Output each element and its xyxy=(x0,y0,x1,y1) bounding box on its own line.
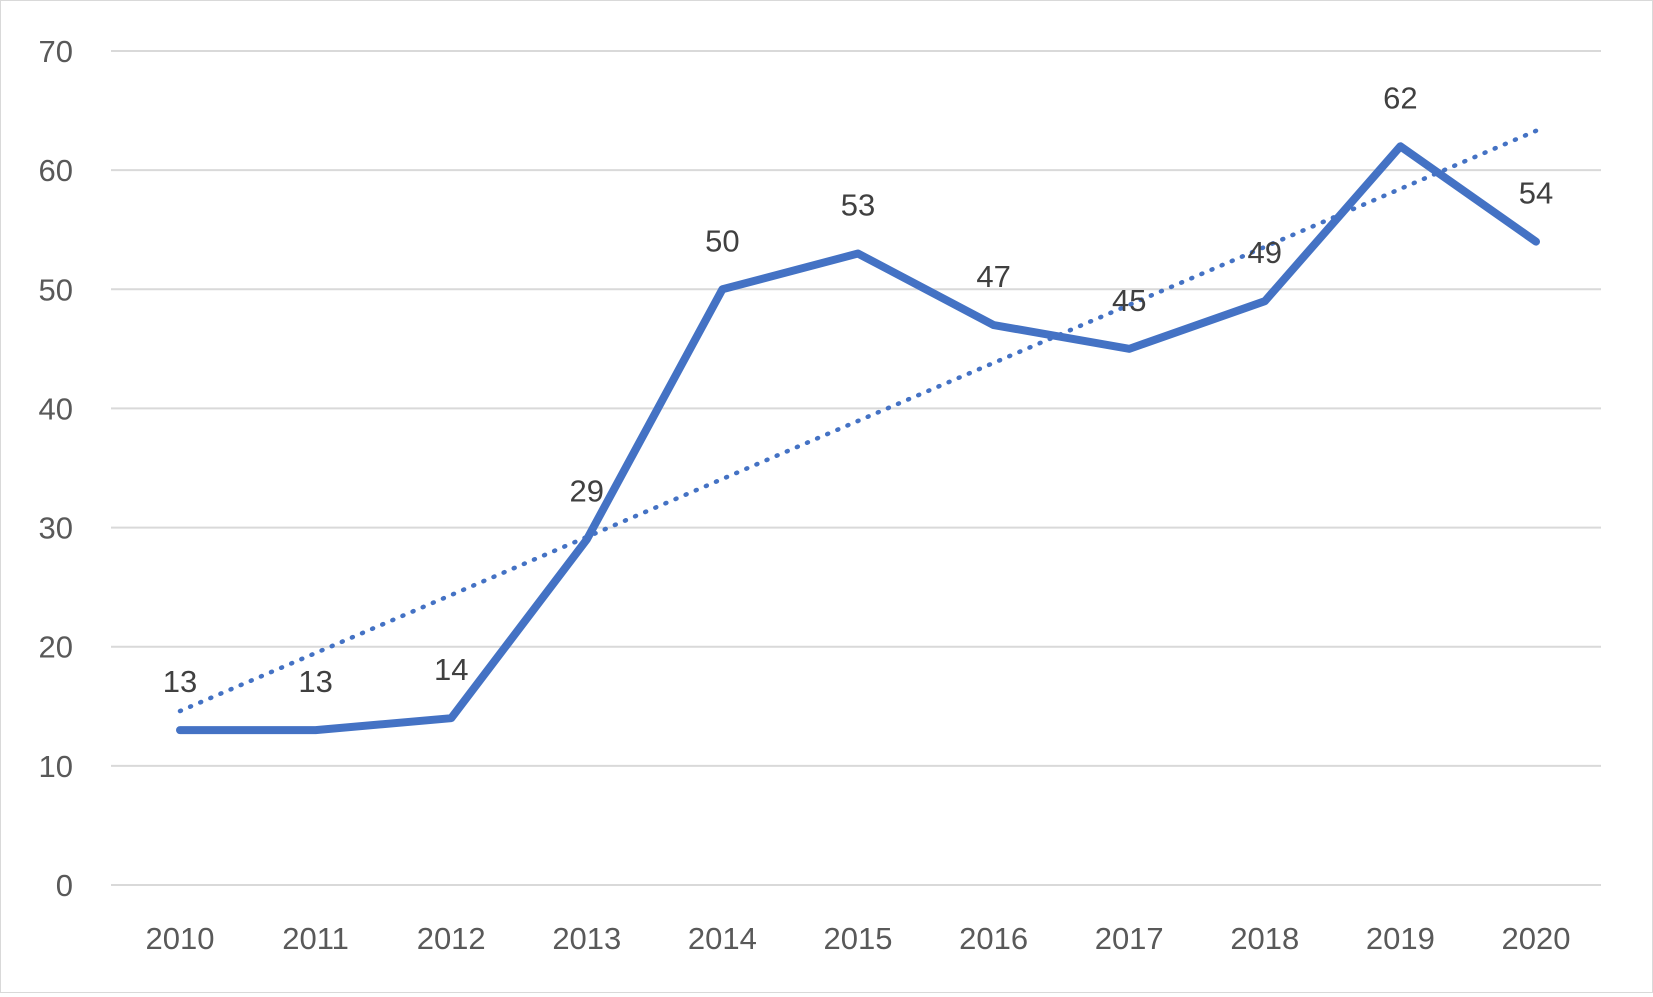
series-group xyxy=(180,146,1536,730)
y-tick-label: 40 xyxy=(39,391,73,426)
y-tick-label: 50 xyxy=(39,272,73,307)
y-tick-label: 10 xyxy=(39,749,73,784)
x-tick-label: 2015 xyxy=(824,921,893,956)
y-tick-label: 60 xyxy=(39,153,73,188)
x-axis-tick-labels: 2010 2011 2012 2013 2014 2015 2016 2017 2018 2019… xyxy=(146,921,1571,956)
series-line xyxy=(180,146,1536,730)
x-tick-label: 2013 xyxy=(552,921,621,956)
y-tick-label: 20 xyxy=(39,630,73,665)
data-label: 53 xyxy=(841,188,875,223)
x-tick-label: 2010 xyxy=(146,921,215,956)
data-label: 50 xyxy=(705,223,739,258)
data-label: 54 xyxy=(1519,176,1553,211)
y-axis-tick-labels: 0 10 20 30 40 50 60 70 xyxy=(39,34,73,903)
data-label: 13 xyxy=(163,664,197,699)
y-tick-label: 0 xyxy=(56,868,73,903)
y-tick-label: 70 xyxy=(39,34,73,69)
x-tick-label: 2014 xyxy=(688,921,757,956)
data-label: 49 xyxy=(1248,235,1282,270)
x-tick-label: 2016 xyxy=(959,921,1028,956)
x-tick-label: 2020 xyxy=(1502,921,1571,956)
x-tick-label: 2011 xyxy=(282,921,349,956)
data-labels: 13 13 14 29 50 53 47 45 49 62 54 xyxy=(163,80,1553,699)
data-label: 14 xyxy=(434,652,468,687)
x-tick-label: 2018 xyxy=(1230,921,1299,956)
data-label: 62 xyxy=(1383,80,1417,115)
data-label: 13 xyxy=(298,664,332,699)
data-label: 47 xyxy=(976,259,1010,294)
x-tick-label: 2017 xyxy=(1095,921,1164,956)
x-tick-label: 2012 xyxy=(417,921,486,956)
x-tick-label: 2019 xyxy=(1366,921,1435,956)
data-label: 45 xyxy=(1112,283,1146,318)
y-tick-label: 30 xyxy=(39,511,73,546)
data-label: 29 xyxy=(570,473,604,508)
